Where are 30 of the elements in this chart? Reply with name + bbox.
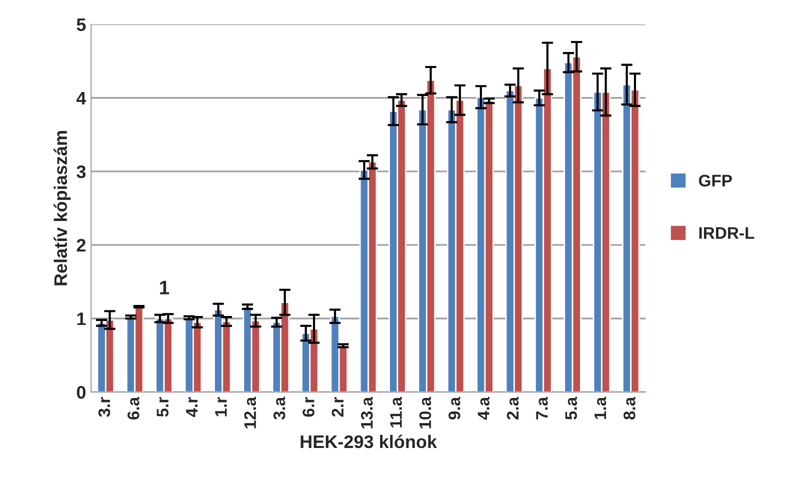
legend-label: IRDR-L [699, 227, 754, 239]
annotation: 1 [160, 280, 170, 294]
x-tick-label: 4.a [478, 396, 490, 420]
x-tick-label: 2.a [506, 396, 519, 420]
x-tick-label: 2.r [332, 397, 344, 417]
x-tick-label: 11.a [390, 396, 402, 428]
x-tick-label: 1.a [594, 396, 606, 420]
x-tick-label: 4.r [186, 397, 198, 418]
x-axis-title: HEK-293 klónok [300, 434, 438, 448]
x-tick-label: 6.a [128, 396, 140, 420]
x-tick-label: 7.a [536, 396, 548, 420]
x-tick-label: 3.r [98, 397, 110, 417]
x-tick-label: 10.a [419, 396, 432, 428]
x-tick-label: 5.r [156, 397, 168, 417]
x-tick-label: 9.a [448, 396, 460, 420]
x-tick-label: 5.a [565, 396, 578, 420]
y-axis-title: Relatív kópiaszám [54, 131, 71, 286]
x-tick-label: 3.a [273, 396, 286, 420]
x-tick-label: 6.r [302, 397, 314, 417]
x-tick-label: 13.a [360, 396, 373, 428]
x-tick-label: 12.a [244, 396, 256, 428]
x-tick-label: 1.r [215, 397, 227, 416]
y-tick-label: 2 [76, 238, 86, 252]
y-tick-label: 1 [77, 312, 86, 326]
y-tick-label: 4 [76, 92, 86, 104]
y-tick-label: 3 [76, 165, 86, 178]
x-tick-label: 8.a [624, 396, 636, 420]
legend-label: GFP [698, 174, 732, 187]
y-tick-label: 5 [76, 18, 86, 32]
y-tick-label: 0 [76, 386, 86, 399]
